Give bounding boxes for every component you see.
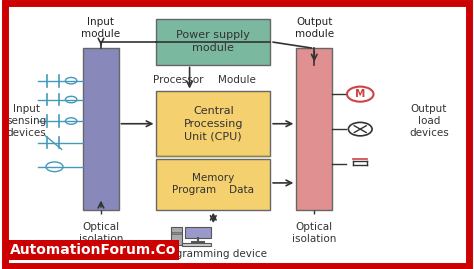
Bar [296, 48, 332, 210]
Text: Programming device: Programming device [159, 249, 267, 259]
Bar [172, 232, 181, 234]
Bar [156, 159, 270, 210]
Text: Optical
isolation: Optical isolation [79, 222, 123, 243]
Bar [156, 91, 270, 156]
Bar [185, 227, 211, 238]
Text: Input
module: Input module [82, 17, 120, 39]
Text: Output
module: Output module [295, 17, 334, 39]
Text: Output
load
devices: Output load devices [409, 104, 449, 138]
Bar [156, 19, 270, 65]
Text: Input
sensing
devices: Input sensing devices [6, 104, 46, 138]
Text: Memory
Program    Data: Memory Program Data [173, 173, 254, 196]
Text: Power supply
module: Power supply module [176, 30, 250, 53]
Text: Module: Module [218, 75, 256, 85]
Text: AutomationForum.Co: AutomationForum.Co [9, 243, 176, 257]
Text: Central
Processing
Unit (CPU): Central Processing Unit (CPU) [183, 106, 243, 141]
Text: Processor: Processor [153, 75, 203, 85]
Circle shape [348, 122, 372, 136]
Circle shape [347, 87, 374, 102]
Bar [182, 243, 211, 246]
Bar [171, 227, 182, 245]
Text: Optical
isolation: Optical isolation [292, 222, 337, 243]
Text: M: M [355, 89, 365, 99]
Bar [83, 48, 118, 210]
